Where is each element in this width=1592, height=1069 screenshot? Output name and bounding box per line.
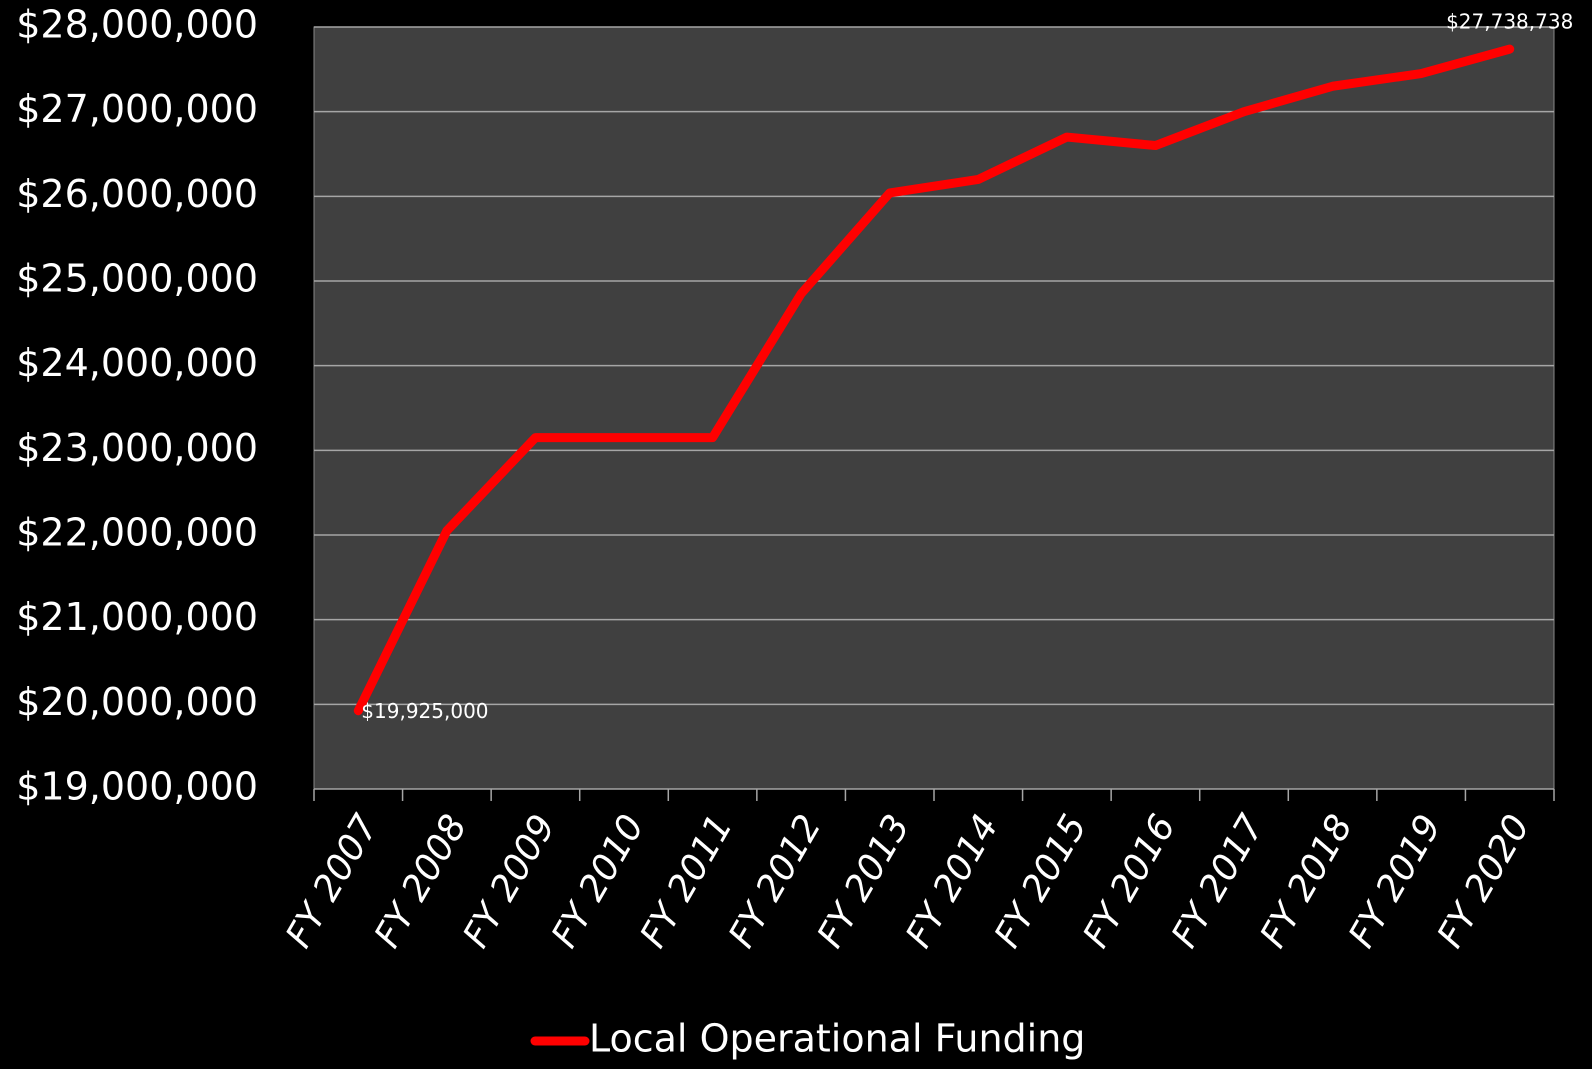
y-tick-label: $19,000,000 [16,765,258,809]
y-tick-label: $28,000,000 [16,3,258,47]
y-tick-label: $21,000,000 [16,595,258,639]
y-tick-label: $26,000,000 [16,172,258,216]
y-tick-label: $27,000,000 [16,87,258,131]
y-tick-label: $25,000,000 [16,257,258,301]
y-tick-label: $20,000,000 [16,680,258,724]
legend-label: Local Operational Funding [589,1017,1085,1061]
data-label: $19,925,000 [361,699,488,723]
data-line [353,44,1515,716]
y-tick-label: $24,000,000 [16,341,258,385]
plot-area [313,26,1555,790]
y-tick-label: $22,000,000 [16,511,258,555]
y-tick-label: $23,000,000 [16,426,258,470]
data-label: $27,738,738 [1446,10,1573,34]
